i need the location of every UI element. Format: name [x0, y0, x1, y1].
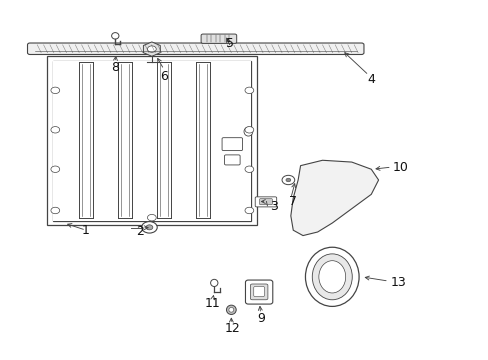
- Text: 4: 4: [366, 73, 374, 86]
- Text: 2: 2: [136, 225, 143, 238]
- Text: 9: 9: [257, 311, 265, 325]
- Circle shape: [244, 207, 253, 214]
- Ellipse shape: [305, 247, 358, 306]
- Text: 7: 7: [289, 195, 297, 208]
- Circle shape: [244, 127, 253, 133]
- Circle shape: [285, 178, 290, 182]
- Circle shape: [147, 46, 156, 52]
- Ellipse shape: [318, 261, 345, 293]
- Circle shape: [51, 127, 60, 133]
- Circle shape: [282, 175, 294, 185]
- FancyBboxPatch shape: [201, 34, 236, 43]
- Text: 8: 8: [111, 60, 119, 73]
- Text: 12: 12: [224, 322, 240, 335]
- Text: 3: 3: [269, 201, 277, 213]
- Circle shape: [244, 166, 253, 172]
- Ellipse shape: [210, 279, 218, 287]
- Ellipse shape: [111, 33, 119, 39]
- Circle shape: [51, 166, 60, 172]
- Text: 13: 13: [389, 276, 405, 289]
- Circle shape: [51, 207, 60, 214]
- Ellipse shape: [244, 127, 252, 136]
- Text: 1: 1: [82, 224, 90, 237]
- FancyBboxPatch shape: [253, 287, 264, 297]
- Text: 10: 10: [392, 161, 407, 174]
- FancyBboxPatch shape: [259, 199, 272, 205]
- Circle shape: [244, 87, 253, 94]
- FancyBboxPatch shape: [27, 43, 363, 54]
- Circle shape: [142, 222, 157, 233]
- Ellipse shape: [228, 307, 233, 312]
- Text: 5: 5: [225, 37, 233, 50]
- Polygon shape: [53, 60, 250, 221]
- Ellipse shape: [226, 305, 236, 315]
- Text: 6: 6: [160, 69, 168, 82]
- Circle shape: [51, 87, 60, 94]
- Circle shape: [147, 215, 156, 221]
- FancyBboxPatch shape: [224, 155, 240, 165]
- FancyBboxPatch shape: [250, 284, 267, 300]
- FancyBboxPatch shape: [245, 280, 272, 304]
- Text: 11: 11: [204, 297, 220, 310]
- FancyBboxPatch shape: [222, 138, 242, 150]
- Ellipse shape: [312, 254, 351, 300]
- FancyBboxPatch shape: [255, 197, 276, 207]
- Circle shape: [146, 225, 153, 230]
- Polygon shape: [290, 160, 378, 235]
